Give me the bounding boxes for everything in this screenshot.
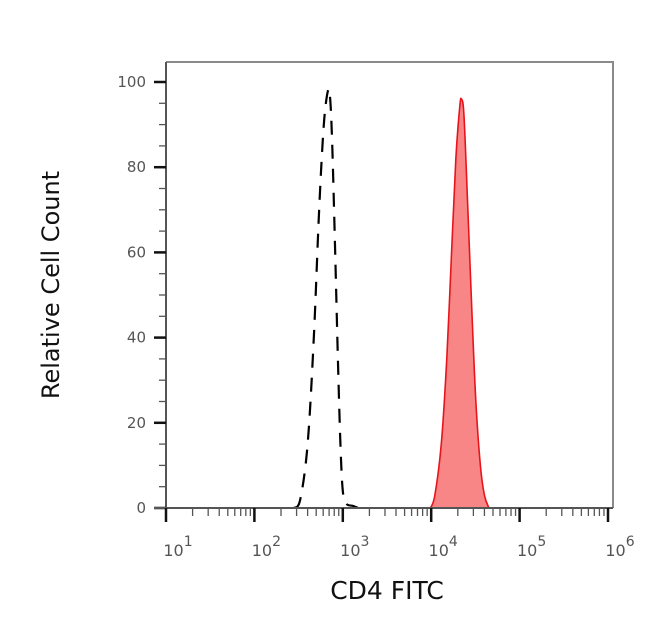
plot-border xyxy=(166,61,614,508)
x-tick-label: 101 xyxy=(163,534,192,560)
axes: 0 20 40 60 80 100 101 102 103 104 105 106 xyxy=(117,62,635,560)
y-tick-label: 80 xyxy=(127,158,146,176)
stained-histogram-fill xyxy=(430,98,489,508)
x-tick-label: 103 xyxy=(340,534,369,560)
y-tick-label: 20 xyxy=(127,414,146,432)
x-tick-label: 105 xyxy=(517,534,546,560)
y-tick-label: 40 xyxy=(127,329,146,347)
plot-frame xyxy=(166,61,614,508)
y-tick-label: 60 xyxy=(127,243,146,261)
stained-histogram-outline xyxy=(429,97,490,509)
data-series xyxy=(166,87,613,510)
y-tick-label: 0 xyxy=(136,499,146,517)
y-tick-label: 100 xyxy=(117,73,146,91)
y-axis-label: Relative Cell Count xyxy=(37,170,65,400)
x-axis-label: CD4 FITC xyxy=(330,576,444,605)
x-tick-label: 104 xyxy=(429,534,458,560)
x-tick-label: 106 xyxy=(605,534,634,560)
isotype-control-dashed-line xyxy=(293,87,359,510)
x-tick-label: 102 xyxy=(252,534,281,560)
